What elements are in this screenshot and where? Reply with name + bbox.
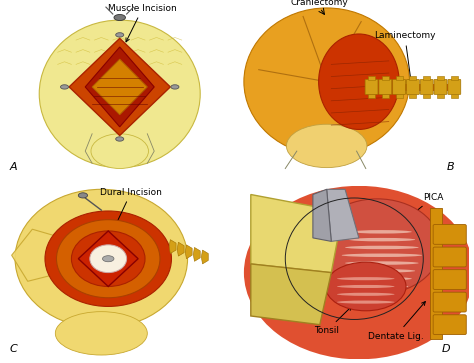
Ellipse shape	[114, 15, 126, 21]
FancyBboxPatch shape	[433, 225, 466, 244]
Polygon shape	[85, 47, 154, 127]
Ellipse shape	[348, 269, 415, 273]
Bar	[430, 208, 442, 339]
Text: Dural Incision: Dural Incision	[100, 188, 162, 228]
Polygon shape	[78, 231, 138, 286]
Ellipse shape	[45, 211, 172, 306]
Ellipse shape	[337, 285, 394, 288]
Polygon shape	[185, 245, 192, 259]
FancyBboxPatch shape	[365, 79, 378, 94]
Ellipse shape	[352, 277, 412, 280]
FancyBboxPatch shape	[392, 79, 406, 94]
FancyBboxPatch shape	[407, 79, 419, 94]
FancyBboxPatch shape	[420, 79, 433, 94]
Ellipse shape	[342, 253, 422, 257]
Ellipse shape	[337, 293, 394, 296]
Ellipse shape	[348, 238, 415, 241]
Text: Laminectomy: Laminectomy	[374, 31, 436, 83]
Text: B: B	[446, 162, 454, 172]
Ellipse shape	[78, 193, 88, 198]
Text: Dentate Lig.: Dentate Lig.	[368, 302, 425, 340]
Bar	[437, 76, 444, 80]
Text: A: A	[9, 162, 17, 172]
Ellipse shape	[286, 124, 367, 168]
Bar	[368, 76, 375, 80]
Bar	[451, 76, 458, 80]
Polygon shape	[193, 248, 200, 261]
Ellipse shape	[345, 261, 419, 265]
Text: Muscle Incision: Muscle Incision	[109, 4, 177, 42]
Text: Dura: Dura	[270, 234, 295, 266]
FancyBboxPatch shape	[448, 79, 461, 94]
Bar	[410, 94, 416, 98]
Text: D: D	[442, 344, 450, 354]
Ellipse shape	[61, 85, 69, 89]
Ellipse shape	[15, 189, 188, 328]
Ellipse shape	[91, 134, 148, 168]
Polygon shape	[69, 38, 170, 135]
Bar	[382, 94, 389, 98]
Ellipse shape	[56, 220, 160, 298]
Bar	[410, 76, 416, 80]
Polygon shape	[251, 195, 343, 273]
Ellipse shape	[55, 312, 147, 355]
Bar	[396, 76, 402, 80]
Text: Tonsil: Tonsil	[314, 306, 352, 335]
Ellipse shape	[171, 85, 179, 89]
Polygon shape	[177, 242, 184, 256]
Text: Craniectomy: Craniectomy	[291, 0, 349, 7]
Bar	[368, 94, 375, 98]
Bar	[396, 94, 402, 98]
Ellipse shape	[326, 262, 406, 311]
Ellipse shape	[90, 245, 127, 273]
FancyBboxPatch shape	[434, 79, 447, 94]
Ellipse shape	[244, 186, 474, 359]
Bar	[366, 84, 458, 91]
FancyBboxPatch shape	[379, 79, 392, 94]
Ellipse shape	[337, 301, 394, 304]
Ellipse shape	[116, 33, 124, 37]
Bar	[382, 76, 389, 80]
Ellipse shape	[102, 256, 114, 262]
Bar	[437, 94, 444, 98]
FancyBboxPatch shape	[433, 270, 466, 289]
FancyBboxPatch shape	[433, 292, 466, 312]
FancyBboxPatch shape	[433, 247, 466, 267]
Bar	[423, 76, 430, 80]
Ellipse shape	[337, 277, 394, 280]
Ellipse shape	[352, 230, 412, 233]
Ellipse shape	[356, 285, 408, 288]
Ellipse shape	[116, 137, 124, 141]
Polygon shape	[201, 250, 208, 264]
Polygon shape	[12, 229, 62, 281]
Bar	[451, 94, 458, 98]
Ellipse shape	[319, 34, 399, 130]
Text: PICA: PICA	[403, 193, 444, 221]
Ellipse shape	[244, 8, 410, 155]
Ellipse shape	[314, 199, 440, 294]
Polygon shape	[169, 240, 176, 253]
Text: C: C	[9, 344, 17, 354]
Bar	[423, 94, 430, 98]
Ellipse shape	[72, 231, 145, 286]
Polygon shape	[313, 189, 331, 241]
Polygon shape	[92, 59, 147, 115]
Polygon shape	[327, 189, 359, 241]
Polygon shape	[251, 264, 331, 325]
FancyBboxPatch shape	[433, 315, 466, 335]
Ellipse shape	[345, 246, 419, 249]
Ellipse shape	[39, 20, 200, 168]
